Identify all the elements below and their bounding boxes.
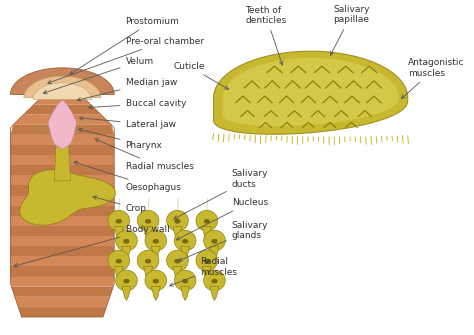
Ellipse shape <box>182 239 188 244</box>
Polygon shape <box>54 138 71 181</box>
Polygon shape <box>10 186 114 196</box>
Ellipse shape <box>211 239 218 244</box>
Text: Lateral jaw: Lateral jaw <box>80 117 175 129</box>
Ellipse shape <box>145 259 151 264</box>
Polygon shape <box>10 155 114 165</box>
Polygon shape <box>10 165 114 175</box>
Ellipse shape <box>196 210 218 231</box>
Polygon shape <box>34 94 91 105</box>
Polygon shape <box>10 206 114 216</box>
Ellipse shape <box>123 239 129 244</box>
Ellipse shape <box>153 239 159 244</box>
Polygon shape <box>10 125 114 135</box>
Text: Radial muscles: Radial muscles <box>95 139 193 171</box>
Polygon shape <box>10 68 114 94</box>
Text: Pharynx: Pharynx <box>79 128 163 150</box>
Ellipse shape <box>211 279 218 283</box>
Polygon shape <box>11 287 113 297</box>
Ellipse shape <box>108 250 129 271</box>
Text: Body wall: Body wall <box>14 225 169 267</box>
Polygon shape <box>114 267 123 280</box>
Polygon shape <box>151 247 160 261</box>
Polygon shape <box>15 297 110 307</box>
Polygon shape <box>151 286 160 300</box>
Polygon shape <box>13 115 111 125</box>
Polygon shape <box>144 267 153 280</box>
Text: Antagonistic
muscles: Antagonistic muscles <box>401 58 464 98</box>
Text: Salivary
glands: Salivary glands <box>179 221 268 261</box>
Ellipse shape <box>174 270 196 291</box>
Text: Oesophagus: Oesophagus <box>74 161 182 192</box>
Polygon shape <box>48 99 77 149</box>
Polygon shape <box>122 286 131 300</box>
Ellipse shape <box>174 259 181 264</box>
Polygon shape <box>18 307 106 317</box>
Polygon shape <box>10 276 114 287</box>
Polygon shape <box>202 267 211 280</box>
Ellipse shape <box>116 219 122 224</box>
Polygon shape <box>33 83 91 99</box>
Ellipse shape <box>204 270 225 291</box>
Polygon shape <box>10 196 114 206</box>
Text: Nucleus: Nucleus <box>176 198 268 240</box>
Polygon shape <box>10 175 114 186</box>
Ellipse shape <box>153 279 159 283</box>
Ellipse shape <box>123 279 129 283</box>
Ellipse shape <box>145 230 167 251</box>
Polygon shape <box>10 145 114 155</box>
Ellipse shape <box>196 250 218 271</box>
Text: Prostomium: Prostomium <box>70 17 180 74</box>
Ellipse shape <box>204 230 225 251</box>
Text: Median jaw: Median jaw <box>77 78 177 101</box>
Text: Cuticle: Cuticle <box>173 62 228 89</box>
Polygon shape <box>181 286 190 300</box>
Polygon shape <box>10 266 114 276</box>
Polygon shape <box>10 226 114 236</box>
Polygon shape <box>10 216 114 226</box>
Polygon shape <box>10 236 114 246</box>
Text: Velum: Velum <box>43 57 154 94</box>
Ellipse shape <box>116 230 137 251</box>
Text: Salivary
papillae: Salivary papillae <box>330 5 370 55</box>
Polygon shape <box>10 246 114 256</box>
Text: Radial
muscles: Radial muscles <box>170 258 237 286</box>
Polygon shape <box>214 51 408 134</box>
Polygon shape <box>173 227 182 241</box>
Polygon shape <box>210 286 219 300</box>
Ellipse shape <box>108 210 129 231</box>
Polygon shape <box>144 227 153 241</box>
Ellipse shape <box>116 270 137 291</box>
Text: Buccal cavity: Buccal cavity <box>89 99 186 109</box>
Polygon shape <box>181 247 190 261</box>
Ellipse shape <box>174 219 181 224</box>
Polygon shape <box>24 76 100 98</box>
Ellipse shape <box>204 219 210 224</box>
Ellipse shape <box>137 210 159 231</box>
Text: Teeth of
denticles: Teeth of denticles <box>245 6 286 65</box>
Polygon shape <box>122 247 131 261</box>
Ellipse shape <box>116 259 122 264</box>
Polygon shape <box>210 247 219 261</box>
Polygon shape <box>173 267 182 280</box>
Ellipse shape <box>204 259 210 264</box>
Polygon shape <box>202 227 211 241</box>
Ellipse shape <box>182 279 188 283</box>
Polygon shape <box>20 170 116 225</box>
Text: Crop: Crop <box>93 196 146 213</box>
Ellipse shape <box>174 230 196 251</box>
Polygon shape <box>10 135 114 145</box>
Ellipse shape <box>167 210 188 231</box>
Polygon shape <box>114 227 123 241</box>
Text: Salivary
ducts: Salivary ducts <box>174 170 268 219</box>
Text: Pre-oral chamber: Pre-oral chamber <box>48 37 204 84</box>
Ellipse shape <box>167 250 188 271</box>
Polygon shape <box>24 105 101 115</box>
Polygon shape <box>223 58 399 126</box>
Ellipse shape <box>145 270 167 291</box>
Ellipse shape <box>145 219 151 224</box>
Ellipse shape <box>137 250 159 271</box>
Polygon shape <box>10 256 114 266</box>
